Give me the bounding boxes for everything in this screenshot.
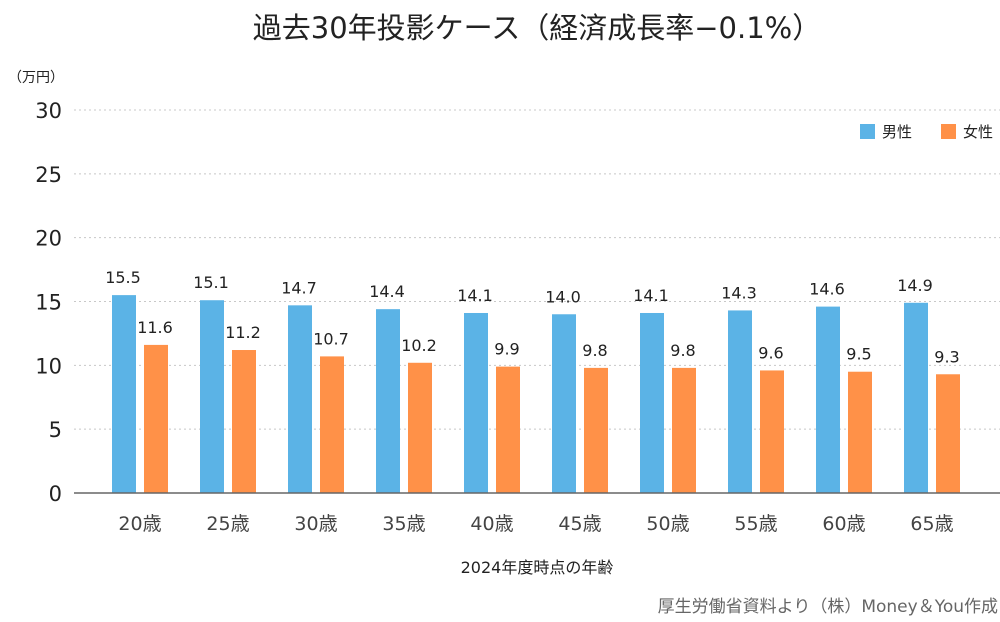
bar-female: [848, 371, 872, 493]
bar-male: [728, 310, 752, 493]
legend-label-female: 女性: [963, 123, 993, 141]
data-label-male: 15.1: [193, 273, 229, 292]
x-tick-label: 65歳: [910, 513, 953, 535]
chart-title: 過去30年投影ケース（経済成長率−0.1%）: [253, 11, 821, 45]
x-axis-ticks: 20歳 25歳 30歳 35歳 40歳 45歳 50歳 55歳 60歳 65歳: [118, 513, 953, 535]
y-axis-unit-label: （万円）: [8, 70, 64, 86]
bar-male: [200, 300, 224, 493]
data-label-female: 9.6: [758, 343, 783, 362]
data-label-male: 14.0: [545, 287, 581, 306]
legend: 男性 女性: [860, 123, 993, 141]
bar-female: [672, 367, 696, 493]
y-tick-label: 15: [35, 291, 62, 315]
y-tick-label: 5: [49, 418, 62, 442]
data-label-male: 14.6: [809, 280, 845, 299]
data-label-female: 9.9: [494, 340, 519, 359]
data-label-male: 14.1: [457, 286, 493, 305]
data-label-female: 10.7: [313, 329, 349, 348]
data-label-male: 15.5: [105, 268, 141, 287]
data-label-female: 11.6: [137, 318, 173, 337]
x-tick-label: 40歳: [470, 513, 513, 535]
y-tick-label: 30: [35, 99, 62, 123]
bar-female: [936, 374, 960, 493]
x-tick-label: 50歳: [646, 513, 689, 535]
bars: [112, 295, 960, 493]
data-label-male: 14.7: [281, 278, 317, 297]
y-tick-label: 0: [49, 482, 62, 506]
x-tick-label: 30歳: [294, 513, 337, 535]
legend-label-male: 男性: [882, 123, 912, 141]
x-tick-label: 25歳: [206, 513, 249, 535]
bar-female: [408, 362, 432, 493]
data-label-female: 11.2: [225, 323, 261, 342]
bar-female: [232, 350, 256, 493]
x-tick-label: 45歳: [558, 513, 601, 535]
legend-swatch-male: [860, 124, 875, 139]
data-label-male: 14.4: [369, 282, 405, 301]
data-label-male: 14.3: [721, 283, 757, 302]
bar-male: [376, 309, 400, 493]
legend-swatch-female: [941, 124, 956, 139]
source-note: 厚生労働省資料より（株）Money＆You作成: [658, 597, 998, 617]
x-tick-label: 55歳: [734, 513, 777, 535]
x-tick-label: 35歳: [382, 513, 425, 535]
data-label-female: 9.3: [934, 347, 959, 366]
data-label-female: 9.8: [670, 341, 695, 360]
bar-female: [496, 366, 520, 493]
x-axis-label: 2024年度時点の年齢: [461, 558, 614, 577]
bar-female: [584, 367, 608, 493]
data-label-female: 9.5: [846, 345, 871, 364]
bar-male: [288, 305, 312, 493]
bar-male: [640, 312, 664, 493]
data-label-male: 14.9: [897, 276, 933, 295]
y-tick-label: 20: [35, 227, 62, 251]
x-tick-label: 60歳: [822, 513, 865, 535]
bar-female: [320, 356, 344, 493]
data-label-female: 9.8: [582, 341, 607, 360]
bar-male: [464, 312, 488, 493]
bar-male: [552, 314, 576, 493]
data-label-female: 10.2: [401, 336, 437, 355]
y-tick-label: 25: [35, 163, 62, 187]
y-axis-ticks: 0 5 10 15 20 25 30: [35, 99, 62, 506]
data-label-male: 14.1: [633, 286, 669, 305]
bar-male: [112, 295, 136, 493]
gridlines: [74, 109, 1000, 430]
bar-female: [760, 370, 784, 493]
x-tick-label: 20歳: [118, 513, 161, 535]
bar-male: [816, 306, 840, 493]
y-tick-label: 10: [35, 354, 62, 378]
bar-female: [144, 344, 168, 493]
data-labels: 15.5 11.6 15.1 11.2 14.7 10.7 14.4 10.2 14.1 9.9 1…: [105, 268, 960, 366]
bar-male: [904, 302, 928, 493]
